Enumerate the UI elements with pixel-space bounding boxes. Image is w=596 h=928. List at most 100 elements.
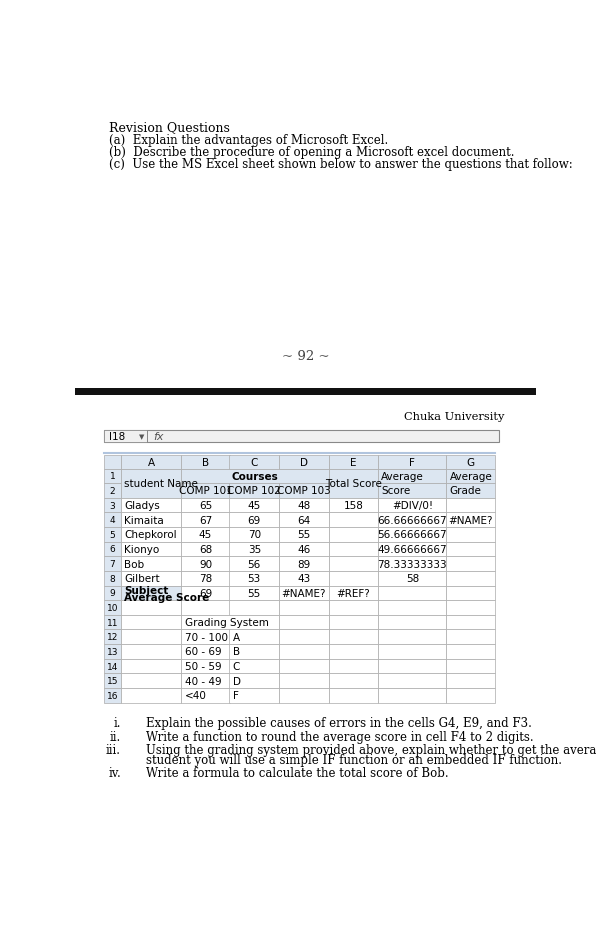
Text: ~ 92 ~: ~ 92 ~ (282, 350, 329, 363)
Bar (378, 689, 446, 702)
Bar (329, 498, 378, 513)
Text: Write a formula to calculate the total score of Bob.: Write a formula to calculate the total s… (146, 766, 448, 779)
Bar (121, 469, 181, 498)
Bar (229, 513, 279, 527)
Bar (181, 600, 229, 615)
Bar (446, 659, 495, 674)
Bar (181, 586, 229, 600)
Bar (329, 557, 378, 572)
Text: Gilbert: Gilbert (124, 574, 160, 584)
Text: 5: 5 (110, 530, 116, 539)
Bar (104, 659, 121, 674)
Text: Average: Average (449, 471, 492, 482)
Text: 45: 45 (199, 530, 212, 540)
Bar (446, 483, 495, 498)
Bar (104, 557, 121, 572)
Bar (121, 542, 181, 557)
Text: Kionyo: Kionyo (124, 545, 159, 554)
Text: F: F (232, 690, 238, 701)
Text: 65: 65 (199, 500, 212, 510)
Text: 11: 11 (107, 618, 118, 627)
Text: 67: 67 (199, 515, 212, 525)
Text: iv.: iv. (108, 766, 121, 779)
Bar (446, 527, 495, 542)
Text: C: C (232, 662, 240, 671)
Bar (329, 572, 378, 586)
Bar (104, 483, 121, 498)
Bar (121, 600, 181, 615)
Text: 64: 64 (297, 515, 311, 525)
Bar (229, 498, 279, 513)
Text: 48: 48 (297, 500, 311, 510)
Bar (329, 615, 378, 630)
Bar (181, 674, 229, 689)
Text: 8: 8 (110, 574, 116, 583)
Bar (446, 557, 495, 572)
Bar (279, 455, 329, 469)
Text: 78: 78 (199, 574, 212, 584)
Text: G: G (467, 458, 474, 467)
Text: Subject: Subject (124, 586, 169, 595)
Bar (229, 630, 279, 644)
Bar (121, 455, 181, 469)
Bar (329, 455, 378, 469)
Text: 70 - 100: 70 - 100 (185, 632, 228, 642)
Text: Grade: Grade (449, 486, 482, 496)
Text: 60 - 69: 60 - 69 (185, 647, 221, 657)
Text: Average Score: Average Score (124, 592, 209, 602)
Bar (121, 689, 181, 702)
Bar (181, 689, 229, 702)
Text: 56.66666667: 56.66666667 (378, 530, 447, 540)
Bar (104, 498, 121, 513)
Bar (279, 542, 329, 557)
Bar (229, 542, 279, 557)
Text: 1: 1 (110, 471, 116, 481)
Bar (329, 689, 378, 702)
Text: Average: Average (381, 471, 424, 482)
Text: 66.66666667: 66.66666667 (378, 515, 447, 525)
Bar (229, 455, 279, 469)
Bar (279, 586, 329, 600)
Bar (181, 513, 229, 527)
Bar (279, 615, 329, 630)
Bar (121, 513, 181, 527)
Bar (181, 527, 229, 542)
Text: 16: 16 (107, 691, 118, 700)
Bar (121, 498, 181, 513)
Text: 35: 35 (248, 545, 261, 554)
Bar (279, 498, 329, 513)
Bar (446, 455, 495, 469)
Bar (279, 644, 329, 659)
Bar (104, 630, 121, 644)
Bar (329, 600, 378, 615)
Bar (446, 600, 495, 615)
Bar (446, 469, 495, 483)
Bar (229, 483, 279, 498)
Bar (229, 689, 279, 702)
Bar (229, 644, 279, 659)
Text: A: A (232, 632, 240, 642)
Text: 7: 7 (110, 560, 116, 569)
Bar (378, 542, 446, 557)
Text: 40 - 49: 40 - 49 (185, 676, 221, 686)
Bar (378, 600, 446, 615)
Bar (378, 513, 446, 527)
Text: 53: 53 (248, 574, 261, 584)
Bar (181, 469, 329, 483)
Text: 46: 46 (297, 545, 311, 554)
Text: Grading System: Grading System (185, 617, 268, 627)
Text: iii.: iii. (106, 742, 121, 755)
Bar (279, 513, 329, 527)
Text: Bob: Bob (124, 559, 144, 569)
Bar (279, 659, 329, 674)
Bar (229, 674, 279, 689)
Text: 45: 45 (248, 500, 261, 510)
Bar (104, 674, 121, 689)
Bar (104, 431, 147, 443)
Bar (121, 572, 181, 586)
Text: A: A (148, 458, 155, 467)
Bar (181, 542, 229, 557)
Bar (121, 615, 181, 630)
Bar (378, 630, 446, 644)
Bar (181, 615, 279, 630)
